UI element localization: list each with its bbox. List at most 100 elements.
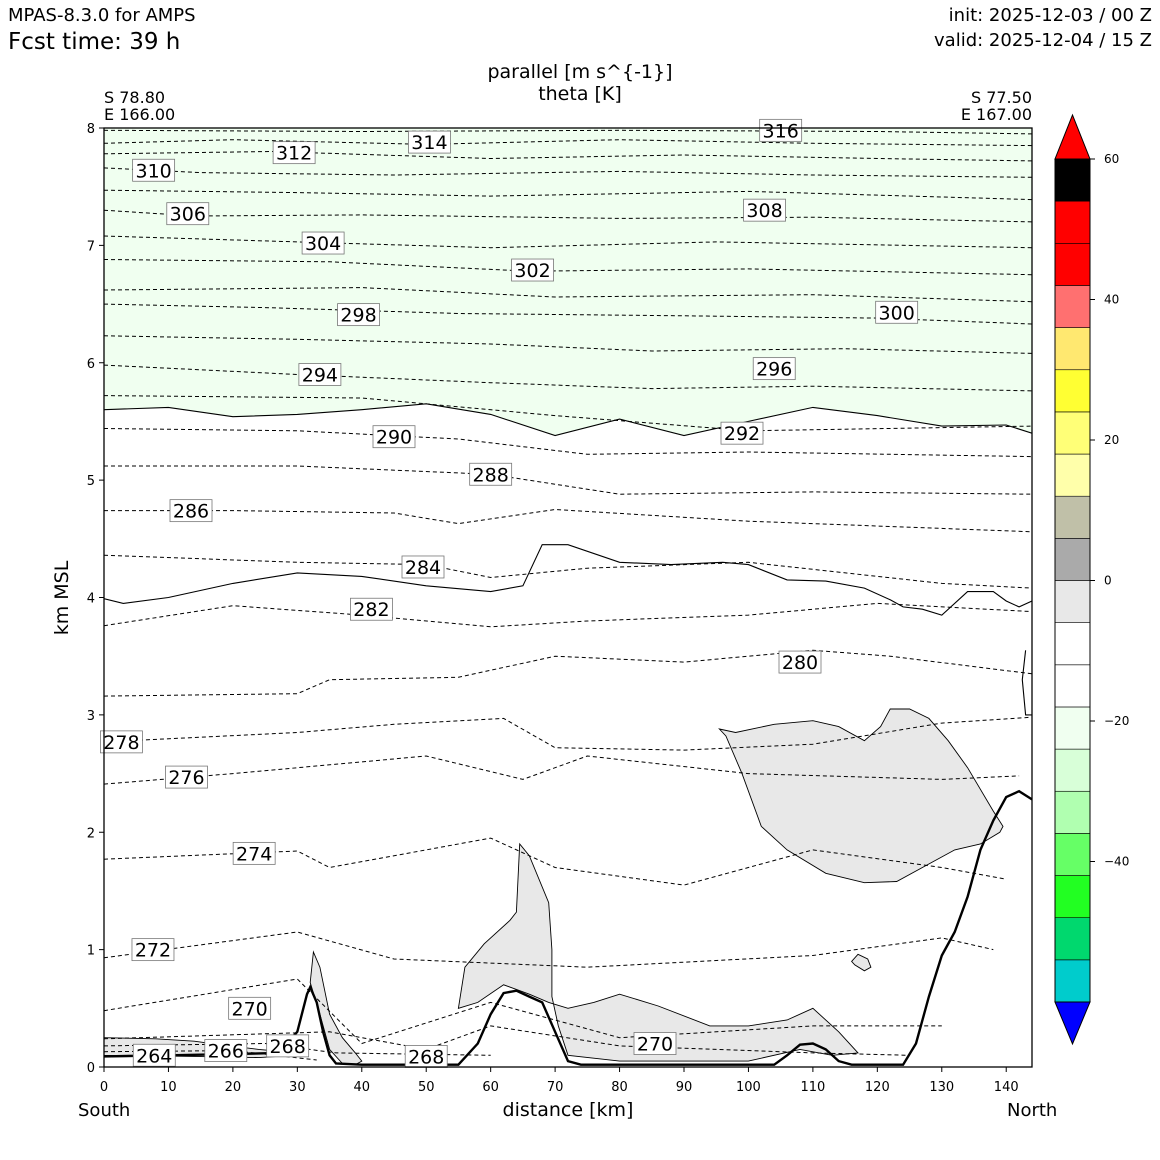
y-tick-label: 4 [87,592,95,607]
contour-label-box [759,118,803,142]
theta-contour-306 [104,209,1032,223]
gray-blob-east [718,708,1004,884]
contour-label-text: 278 [103,732,139,754]
contour-label-text: 276 [168,767,204,789]
theta-contour-302 [104,259,1032,276]
contour-label-box [228,996,272,1020]
contour-label-272: 272 [131,938,175,962]
colorbar-cell [1054,706,1091,750]
colorbar-cell [1054,833,1091,876]
contour-label-text: 290 [376,427,412,449]
zero-line-upper [104,403,1032,437]
theta-contour-282 [104,602,1032,628]
theta-contours [104,129,1032,1061]
contour-label-box [372,425,416,449]
x-tick-label: 40 [354,1080,371,1095]
colorbar-cell [1054,411,1091,455]
contour-label-308: 308 [743,198,786,222]
contour-label-box [337,303,380,327]
contour-label-text: 314 [411,132,447,154]
contour-label-box [301,231,345,255]
contour-label-box [131,938,175,962]
x-tick-label: 120 [865,1080,890,1095]
theta-contour-276 [104,755,1020,785]
contour-label-box [752,357,796,381]
contour-label-280: 280 [778,650,822,674]
upper-green-region [104,128,1032,436]
valid-time: valid: 2025-12-04 / 15 Z [934,30,1152,51]
colorbar-cell [1054,917,1091,961]
x-tick-label: 30 [289,1080,306,1095]
contour-label-text: 270 [232,998,268,1020]
colorbar-tick-label: 0 [1104,574,1112,588]
theta-contour-286 [104,508,1032,533]
theta-contour-278 [104,716,1032,751]
x-tick-label: 110 [800,1080,825,1095]
colorbar-extend-min [1054,1001,1091,1046]
colorbar-cell [1054,200,1091,244]
contour-label-box [204,1039,248,1062]
chart-subtitle: theta [K] [538,83,622,105]
contour-label-text: 268 [408,1046,444,1068]
colorbar-cell [1054,327,1091,371]
terrain-layer [104,789,1032,1066]
y-tick-label: 1 [87,944,95,959]
contour-label-box [350,597,393,621]
contour-label-316: 316 [759,118,803,142]
colorbar-tick-label: 20 [1104,433,1119,447]
theta-contour-268 [104,1025,910,1056]
contour-label-box [272,141,316,165]
gray-blob-small [850,953,872,972]
contour-label-290: 290 [372,425,416,449]
terrain-line [104,789,1032,1066]
colorbar-tick-label: −40 [1104,855,1129,869]
y-tick-label: 0 [87,1061,95,1076]
contour-label-text: 298 [340,305,376,327]
colorbar-cell [1054,664,1091,708]
theta-contour-284 [104,554,1032,589]
contour-label-270: 270 [633,1032,677,1056]
left-endpoint-lon: E 166.00 [104,105,176,124]
contour-label-text: 280 [782,652,818,674]
x-tick-label: 90 [676,1080,693,1095]
contour-label-text: 312 [276,143,312,165]
colorbar: −40 −20 0 20 40 60 [1054,113,1129,1046]
contour-label-text: 294 [302,364,338,386]
contour-label-310: 310 [132,158,176,182]
theta-contour-270 [104,978,942,1045]
contour-label-box [743,198,786,222]
x-tick-label: 80 [611,1080,628,1095]
contour-label-292: 292 [720,421,764,445]
contour-label-text: 270 [637,1034,673,1056]
colorbar-cell [1054,243,1091,286]
contour-label-text: 284 [405,557,441,579]
contour-label-294: 294 [298,363,342,386]
left-endpoint-lat: S 78.80 [104,88,166,107]
contour-label-278: 278 [100,730,143,754]
contour-label-text: 302 [514,260,550,282]
theta-contour-288 [104,465,1032,495]
north-label: North [1007,1100,1058,1121]
south-label: South [78,1100,131,1121]
zero-line-east-edge [1021,650,1032,716]
x-tick-label: 10 [160,1080,177,1095]
contour-label-284: 284 [401,555,445,579]
colorbar-cell [1054,453,1091,497]
contour-label-282: 282 [350,597,393,621]
contour-label-306: 306 [166,202,210,226]
y-tick-label: 6 [87,357,95,372]
axes: 0 10 20 30 40 50 60 70 80 90 100 110 120 130 140 0 1 2 3 4 5… [87,122,1033,1095]
contour-label-268: 268 [404,1045,448,1068]
colorbar-extend-max [1054,113,1091,160]
contour-label-266: 266 [204,1039,248,1063]
contour-label-304: 304 [301,231,345,255]
colorbar-cell [1054,495,1091,539]
model-title: MPAS-8.3.0 for AMPS [8,5,196,26]
theta-contour-312 [104,150,1032,162]
contour-label-264: 264 [132,1043,176,1067]
colorbar-cell [1054,790,1091,834]
y-tick-label: 3 [87,709,95,724]
contour-label-286: 286 [169,499,213,523]
contour-label-text: 266 [208,1041,244,1063]
